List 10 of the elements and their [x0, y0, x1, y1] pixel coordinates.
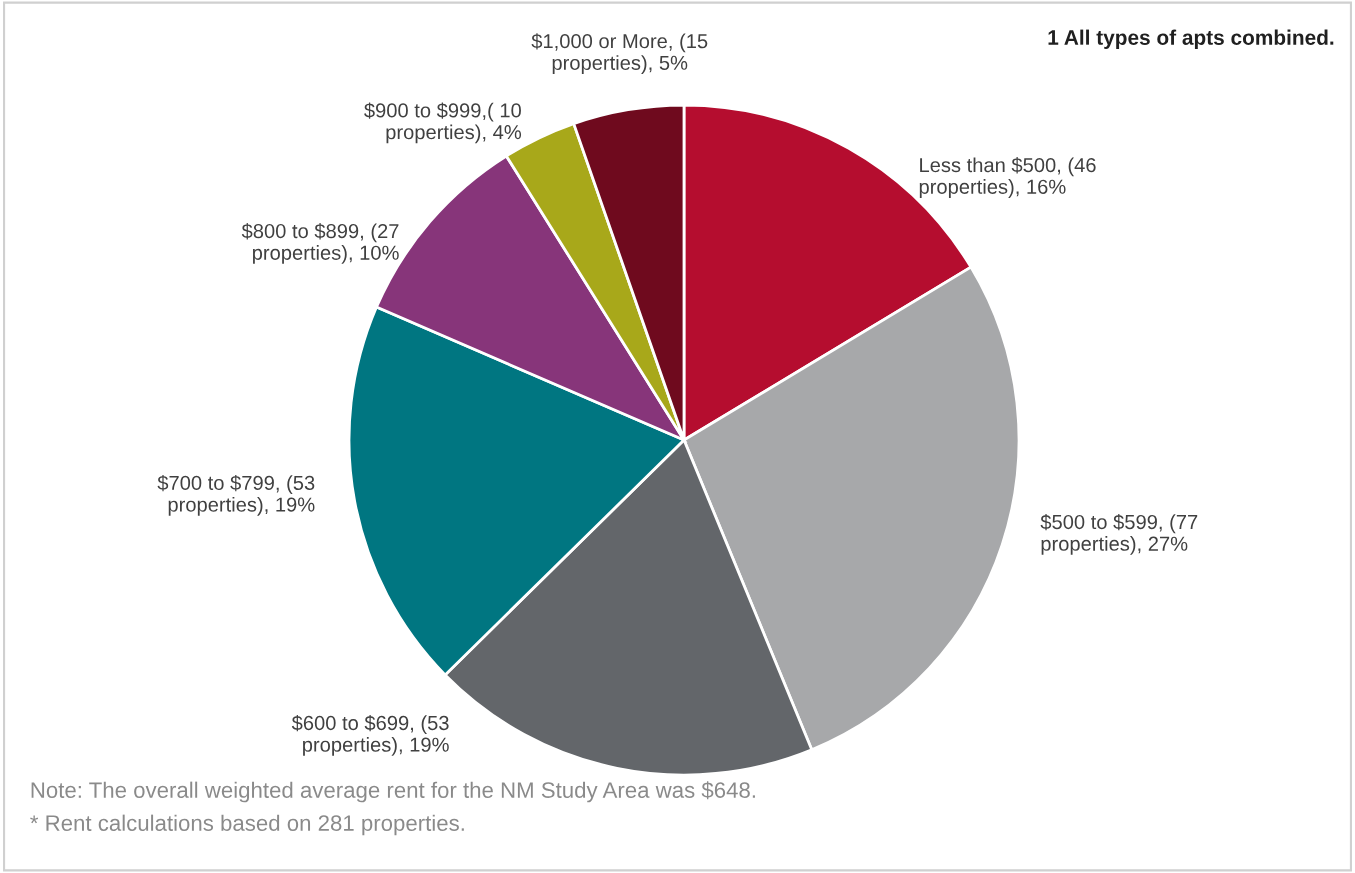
slice-label: $500 to $599, (77 properties), 27%: [1040, 514, 1198, 555]
slice-label: $600 to $699, (53 properties), 19%: [291, 715, 449, 756]
slice-label: $900 to $999,( 10 properties), 4%: [364, 102, 522, 144]
text: * Rent calculations based on 281 properties.: [30, 814, 464, 836]
text: Note: The overall weighted average rent for the NM Study Area was $648.: [31, 781, 755, 803]
slice-label: $1,000 or More, (15 properties), 5%: [531, 33, 708, 74]
slice-label: $700 to $799, (53 properties), 19%: [157, 474, 315, 516]
slice-label: Less than $500, (46 properties), 16%: [919, 157, 1096, 198]
chart-title: 1 All types of apts combined.: [1048, 29, 1334, 49]
slice-label: $800 to $899, (27 properties), 10%: [241, 223, 399, 264]
